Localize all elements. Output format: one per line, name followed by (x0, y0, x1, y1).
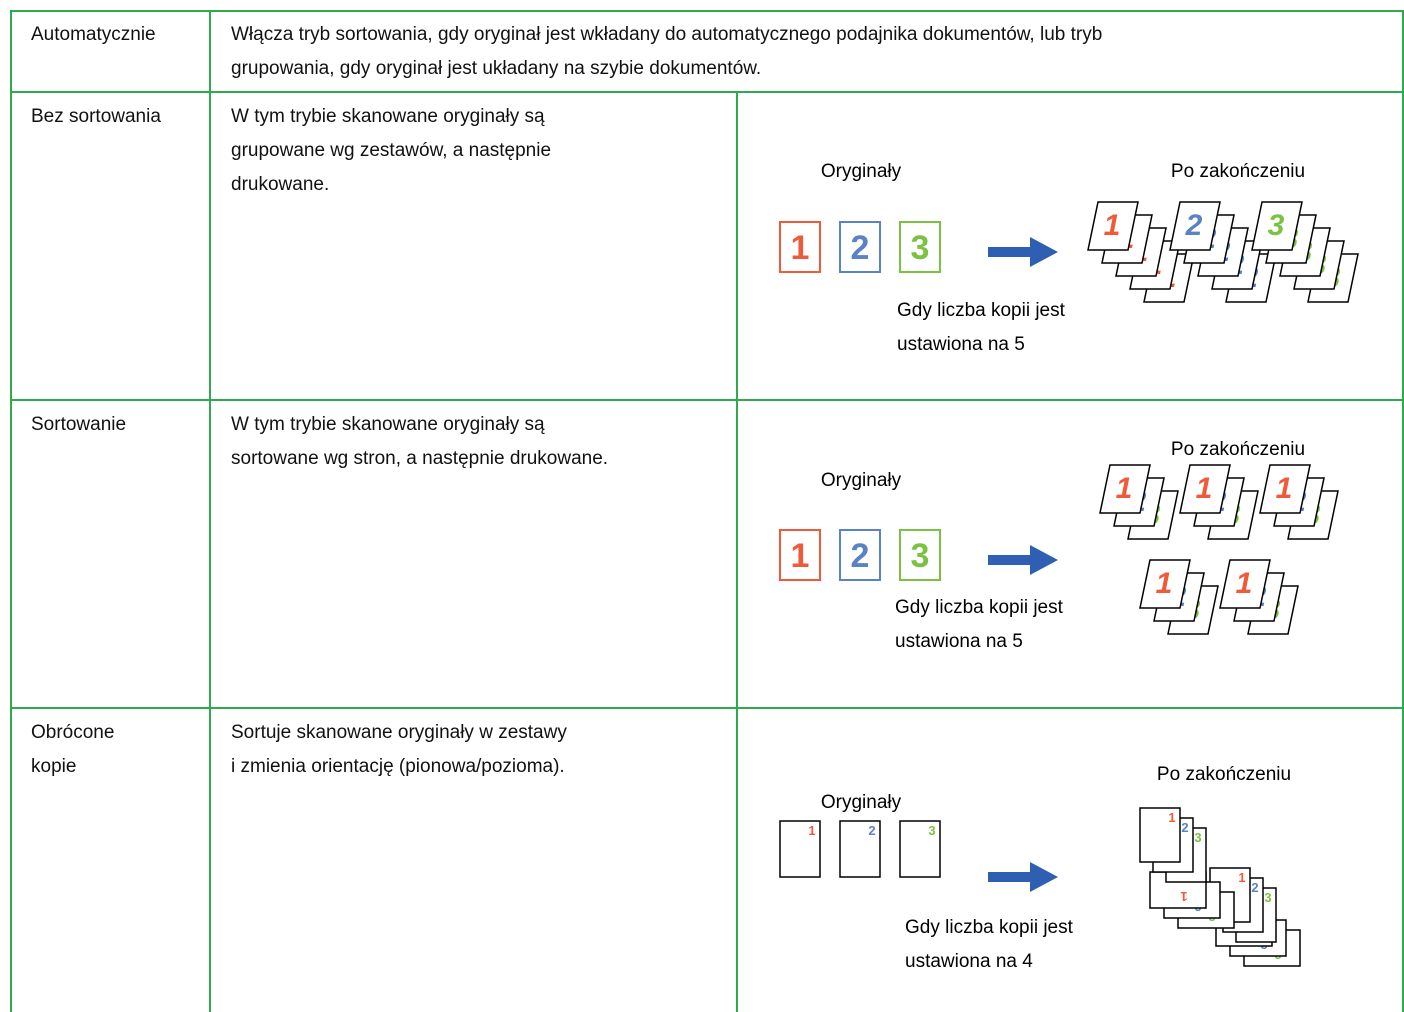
diagram: Oryginały Po zakończeniu Gdy liczba kopii … (779, 161, 1359, 355)
arrow (988, 862, 1058, 892)
caption: ustawiona na 5 (895, 631, 1023, 652)
page-icon (779, 820, 821, 878)
mode-label: Bez sortowania (31, 106, 161, 127)
originals-label: Oryginały (821, 161, 902, 182)
mode-label: Automatycznie (31, 24, 156, 45)
page-number: 2 (851, 229, 870, 267)
page-icon (1087, 201, 1139, 251)
caption: ustawiona na 4 (905, 951, 1033, 972)
caption: Gdy liczba kopii jest (895, 597, 1064, 618)
page-icon (1251, 201, 1303, 251)
description-line: Włącza tryb sortowania, gdy oryginał jes… (231, 24, 1103, 45)
page-icon (1169, 201, 1221, 251)
description: W tym trybie skanowane oryginały są sorto… (231, 408, 608, 476)
description-line: sortowane wg stron, a następnie drukowan… (231, 448, 609, 469)
page-number: 2 (868, 823, 875, 838)
original-page (839, 221, 881, 273)
page-number: 1 (1236, 567, 1253, 600)
description: Włącza tryb sortowania, gdy oryginał jes… (231, 18, 1102, 86)
page-icon (839, 820, 881, 878)
page-number: 1 (1116, 472, 1133, 505)
result-label: Po zakończeniu (1171, 439, 1305, 460)
result-label: Po zakończeniu (1157, 764, 1291, 785)
page-number: 1 (1180, 889, 1187, 904)
page-number: 3 (911, 229, 930, 267)
original-page (779, 221, 821, 273)
page-number: 1 (791, 537, 810, 575)
description-line: drukowane. (231, 174, 330, 195)
result-label: Po zakończeniu (1171, 161, 1305, 182)
original-page (899, 529, 941, 581)
page-number: 2 (851, 537, 870, 575)
description-line: i zmienia orientację (pionowa/pozioma). (231, 756, 565, 777)
page-icon (1179, 464, 1231, 514)
mode-label: Sortowanie (31, 414, 127, 435)
originals-label: Oryginały (821, 470, 902, 491)
page-number: 1 (1238, 870, 1245, 885)
page-number: 3 (911, 537, 930, 575)
page-number: 1 (1156, 567, 1173, 600)
description: Sortuje skanowane oryginały w zestawy i z… (231, 716, 567, 784)
page-number: 1 (791, 229, 810, 267)
original-page (779, 529, 821, 581)
description-line: grupowane wg zestawów, a następnie (231, 140, 552, 161)
original-page (839, 529, 881, 581)
description-line: W tym trybie skanowane oryginały są (231, 414, 545, 435)
originals-label: Oryginały (821, 792, 902, 813)
page-number: 3 (1264, 890, 1271, 905)
description-line: W tym trybie skanowane oryginały są (231, 106, 545, 127)
page-number: 2 (1251, 880, 1258, 895)
description-line: grupowania, gdy oryginał jest układany n… (231, 58, 762, 79)
page-number: 1 (1168, 810, 1175, 825)
caption: Gdy liczba kopii jest (905, 917, 1074, 938)
page-icon (1139, 807, 1181, 863)
arrow (988, 237, 1058, 267)
caption: ustawiona na 5 (897, 334, 1025, 355)
description-line: Sortuje skanowane oryginały w zestawy (231, 722, 567, 743)
page-icon (1139, 559, 1191, 609)
diagram: Oryginały Po zakończeniu Gdy liczba kopii … (779, 764, 1301, 972)
page-icon (1259, 464, 1311, 514)
page-number: 1 (1104, 209, 1121, 242)
page-number: 1 (1196, 472, 1213, 505)
page-number: 1 (1276, 472, 1293, 505)
page-number: 3 (1194, 830, 1201, 845)
page-icon (899, 820, 941, 878)
diagram: Oryginały Po zakończeniu Gdy liczba kopii … (779, 439, 1339, 652)
caption: Gdy liczba kopii jest (897, 300, 1066, 321)
page-number: 2 (1181, 820, 1188, 835)
arrow (988, 545, 1058, 575)
page-number: 3 (1268, 209, 1285, 242)
page-number: 3 (928, 823, 935, 838)
original-page (899, 221, 941, 273)
description: W tym trybie skanowane oryginały są grupo… (231, 100, 551, 202)
page-icon (1099, 464, 1151, 514)
page-icon (1219, 559, 1271, 609)
page-number: 1 (808, 823, 815, 838)
mode-label: Obrócone kopie (31, 722, 115, 777)
page-number: 2 (1185, 209, 1203, 242)
